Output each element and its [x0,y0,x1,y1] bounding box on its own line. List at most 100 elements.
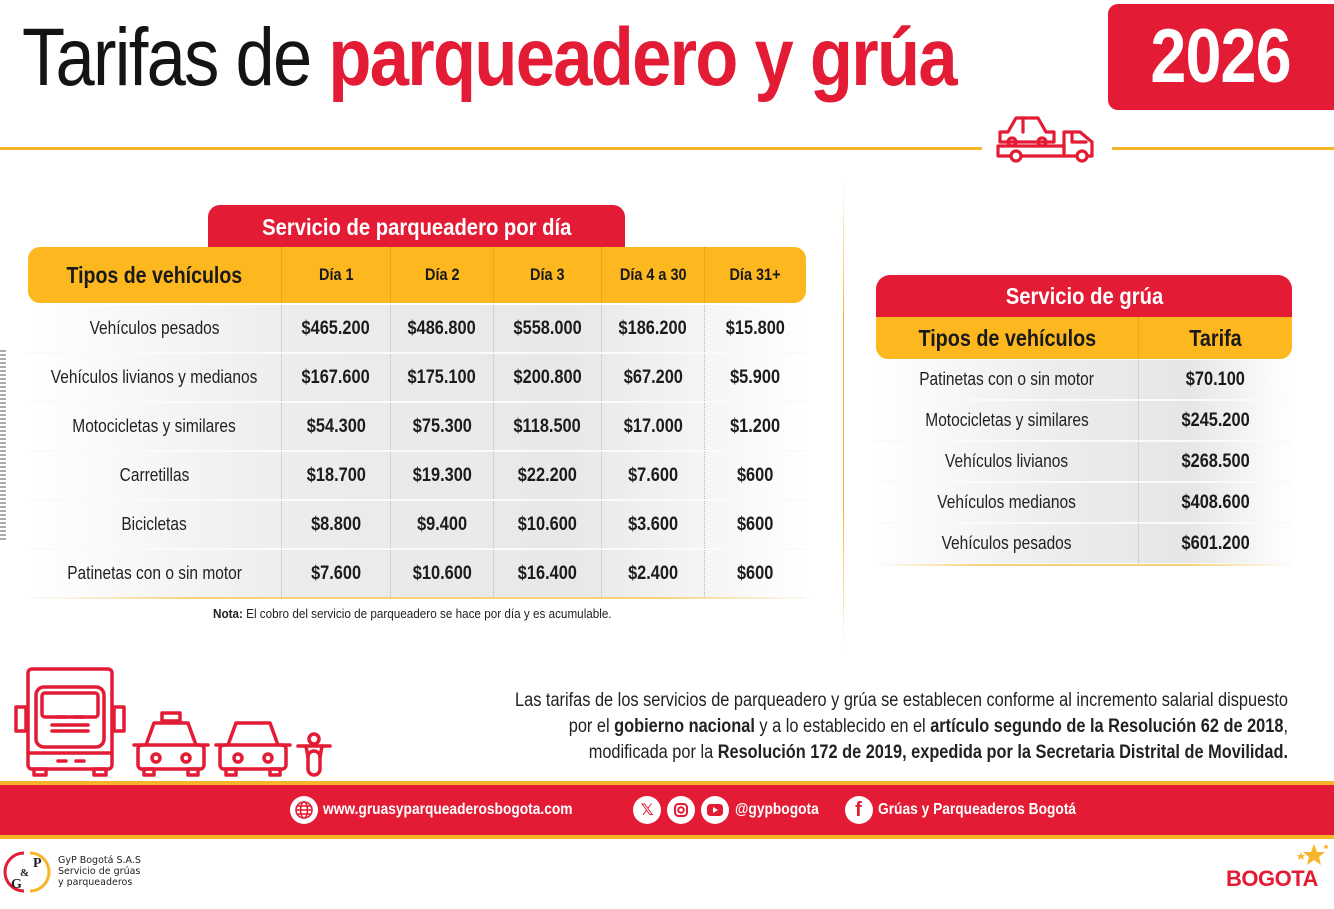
col-header-rate: Tarifa [1138,317,1292,359]
rate-cell: $186.200 [601,305,704,352]
rate-cell: $175.100 [390,354,493,401]
col-header-day2: Día 2 [390,247,493,303]
rate-cell: $70.100 [1138,360,1292,399]
svg-text:&: & [20,867,29,879]
rate-cell: $167.600 [281,354,390,401]
year-badge: 2026 [1108,4,1334,110]
rate-cell: $465.200 [281,305,390,352]
gyp-line-3: y parqueaderos [58,877,133,888]
table-row: Motocicletas y similares $245.200 [876,401,1292,442]
page-title: Tarifas de parqueadero y grúa [22,8,958,108]
rate-cell: $245.200 [1138,401,1292,440]
title-prefix: Tarifas de [22,12,329,103]
rate-cell: $118.500 [493,403,601,450]
youtube-icon [701,796,730,824]
header-divider-left [0,147,982,150]
rate-cell: $408.600 [1138,483,1292,522]
footer-rule-top [0,781,1334,785]
col-header-vehicle: Tipos de vehículos [66,261,243,288]
facebook-icon: f [844,796,873,824]
vehicle-cell: Vehículos livianos [945,451,1069,471]
rate-cell: $15.800 [704,305,806,352]
gyp-logo-icon: P & G [3,851,51,893]
motorcycle-icon [296,732,332,777]
parking-table-bottom-rule [40,597,810,599]
social-handle-link[interactable]: 𝕏 @gypbogota [633,796,832,824]
rate-cell: $5.900 [704,354,806,401]
section-divider [843,180,844,650]
tow-table-title: Servicio de grúa [876,275,1292,317]
rate-cell: $7.600 [601,452,704,499]
tow-table-bottom-rule [880,564,1290,566]
website-link[interactable]: www.gruasyparqueaderosbogota.com [290,796,613,824]
instagram-icon [667,796,696,824]
footer-band [0,785,1334,835]
rate-cell: $10.600 [390,550,493,597]
rate-cell: $486.800 [390,305,493,352]
car-icon [214,721,292,777]
truck-icon [14,667,126,777]
note-text: El cobro del servicio de parqueadero se … [242,606,612,621]
taxi-icon [132,711,210,777]
rate-cell: $18.700 [281,452,390,499]
rate-cell: $16.400 [493,550,601,597]
facebook-text: Grúas y Parqueaderos Bogotá [877,801,1076,818]
rate-cell: $7.600 [281,550,390,597]
rate-cell: $268.500 [1138,442,1292,481]
rate-cell: $1.200 [704,403,806,450]
tow-table-header: Tipos de vehículos Tarifa [876,317,1292,359]
vehicle-cell: Bicicletas [121,514,188,534]
table-row: Vehículos pesados $465.200 $486.800 $558… [28,305,806,354]
bogota-logo-stars-icon [1297,844,1329,865]
col-header-day1: Día 1 [281,247,390,303]
rate-cell: $10.600 [493,501,601,548]
x-icon: 𝕏 [633,796,662,824]
table-row: Patinetas con o sin motor $70.100 [876,360,1292,401]
parking-note: Nota: El cobro del servicio de parqueade… [213,606,612,621]
rate-cell: $200.800 [493,354,601,401]
tow-table-body: Patinetas con o sin motor $70.100 Motoci… [876,360,1292,565]
rate-cell: $54.300 [281,403,390,450]
tow-truck-icon [996,116,1094,163]
col-header-day3: Día 3 [493,247,601,303]
rate-cell: $19.300 [390,452,493,499]
rate-cell: $2.400 [601,550,704,597]
parking-table-title: Servicio de parqueadero por día [208,205,625,249]
col-header-day4-30: Día 4 a 30 [601,247,704,303]
legal-line-3: modificada por la Resolución 172 de 2019… [588,742,1288,763]
rate-cell: $17.000 [601,403,704,450]
rate-cell: $600 [704,550,806,597]
title-highlight: parqueadero y grúa [328,12,957,103]
table-row: Vehículos livianos y medianos $167.600 $… [28,354,806,403]
website-text: www.gruasyparqueaderosbogota.com [323,801,573,818]
rate-cell: $3.600 [601,501,704,548]
facebook-link[interactable]: f Grúas y Parqueaderos Bogotá [844,796,1108,824]
rate-cell: $22.200 [493,452,601,499]
vehicles-illustration [14,667,332,777]
rate-cell: $9.400 [390,501,493,548]
table-row: Carretillas $18.700 $19.300 $22.200 $7.6… [28,452,806,501]
table-row: Bicicletas $8.800 $9.400 $10.600 $3.600 … [28,501,806,550]
vehicle-cell: Carretillas [119,465,190,485]
vehicle-cell: Patinetas con o sin motor [67,563,242,583]
legal-line-2: por el gobierno nacional y a lo establec… [568,716,1288,737]
tow-title-text: Servicio de grúa [1005,283,1163,309]
vehicle-cell: Patinetas con o sin motor [919,369,1095,389]
parking-table-header: Tipos de vehículos Día 1 Día 2 Día 3 Día… [28,247,806,303]
handle-text: @gypbogota [735,801,819,818]
note-label: Nota: [213,606,243,621]
rate-cell: $600 [704,501,806,548]
svg-text:P: P [33,856,42,871]
vehicle-cell: Motocicletas y similares [72,416,237,436]
svg-text:G: G [11,877,22,892]
col-header-vehicle: Tipos de vehículos [918,324,1096,351]
rate-cell: $67.200 [601,354,704,401]
parking-title-text: Servicio de parqueadero por día [261,214,572,240]
bogota-logo-text: BOGOTA [1226,866,1318,891]
header-divider-right [1112,147,1334,150]
rate-cell: $8.800 [281,501,390,548]
parking-table-body: Vehículos pesados $465.200 $486.800 $558… [28,305,806,599]
web-icon [290,796,318,824]
col-header-day31: Día 31+ [704,247,806,303]
rate-cell: $558.000 [493,305,601,352]
